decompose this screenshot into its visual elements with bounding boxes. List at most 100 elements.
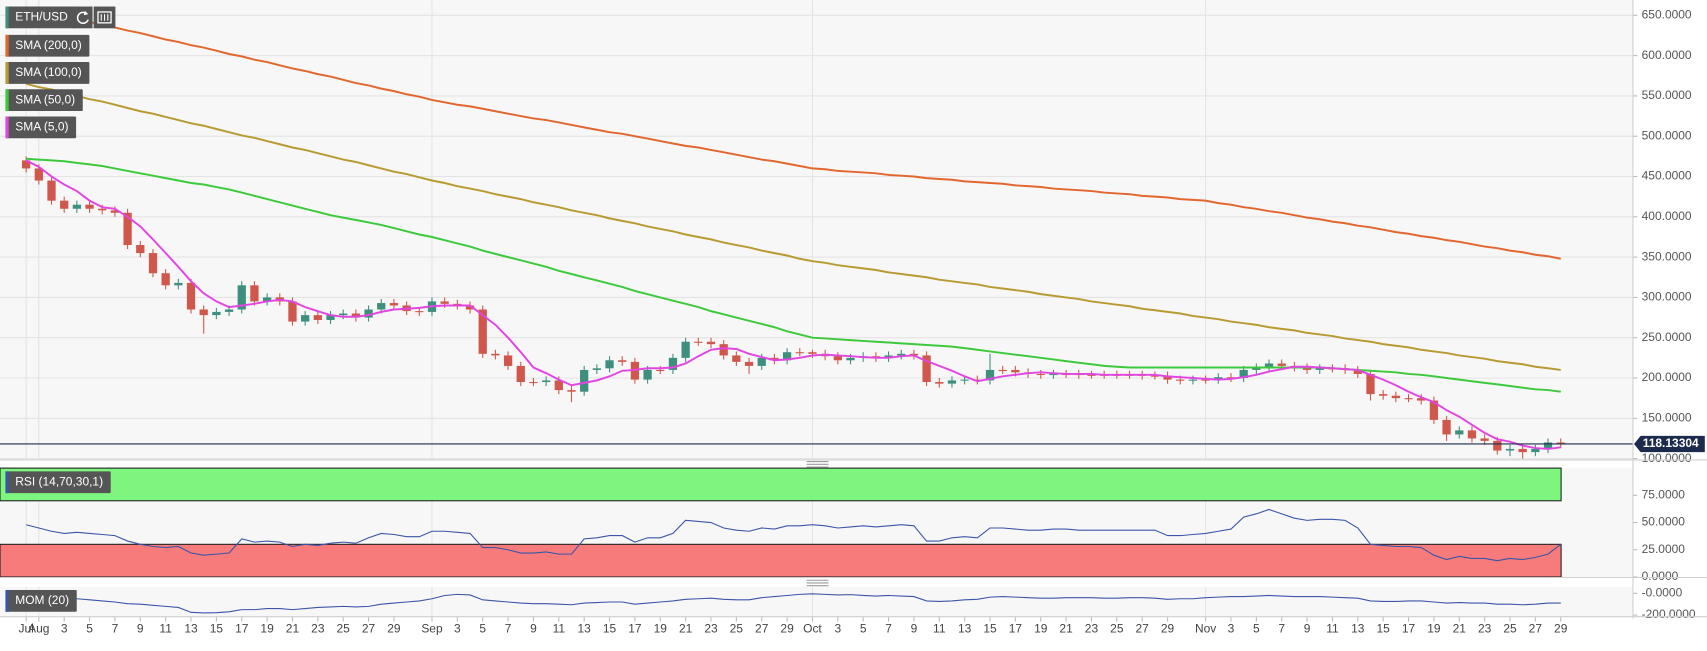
candle-body bbox=[1366, 373, 1375, 395]
panel-handle[interactable] bbox=[806, 461, 829, 468]
x-tick-label: Sep bbox=[421, 621, 443, 635]
candle-body bbox=[110, 210, 120, 213]
legend-swatch bbox=[5, 590, 9, 612]
x-tick-label: 23 bbox=[1478, 621, 1492, 635]
x-tick-label: 17 bbox=[1402, 621, 1416, 635]
candle-body bbox=[1201, 379, 1210, 381]
last-price-label: 118.13304 bbox=[1643, 436, 1699, 450]
candle-body bbox=[351, 313, 361, 318]
x-tick-label: 5 bbox=[860, 621, 867, 635]
candle-body bbox=[364, 309, 373, 318]
candle-body bbox=[478, 309, 487, 354]
y-tick-label: 75.0000 bbox=[1642, 487, 1686, 501]
x-tick-label: 5 bbox=[1253, 621, 1260, 635]
x-tick-label: 3 bbox=[834, 621, 841, 635]
candle-body bbox=[884, 355, 893, 358]
candle-body bbox=[1176, 379, 1185, 381]
legend-box bbox=[5, 34, 90, 57]
candle-body bbox=[935, 382, 944, 384]
x-tick-label: 7 bbox=[505, 621, 512, 635]
x-tick-label: 25 bbox=[730, 621, 744, 635]
x-tick-label: 29 bbox=[780, 621, 794, 635]
candle-body bbox=[326, 315, 335, 320]
y-tick-label: 550.0000 bbox=[1642, 88, 1692, 102]
candle-body bbox=[288, 301, 297, 322]
y-tick-label: 600.0000 bbox=[1642, 48, 1692, 62]
threshold-band bbox=[0, 467, 1562, 502]
x-tick-label: 13 bbox=[1351, 621, 1365, 635]
candle-body bbox=[1011, 369, 1020, 373]
legend-box bbox=[5, 116, 77, 139]
candle-body bbox=[22, 160, 31, 169]
x-tick-label: 27 bbox=[362, 621, 376, 635]
candle-body bbox=[1188, 379, 1198, 381]
x-tick-label: 25 bbox=[337, 621, 351, 635]
legend-swatch bbox=[5, 6, 9, 29]
x-tick-label: 11 bbox=[553, 621, 566, 635]
candle-body bbox=[1442, 419, 1451, 435]
x-tick-label: 5 bbox=[479, 621, 486, 635]
candle-body bbox=[1353, 369, 1362, 374]
candle-body bbox=[1467, 430, 1477, 439]
candle-body bbox=[897, 353, 906, 356]
candle-body bbox=[618, 360, 627, 362]
x-tick-label: 3 bbox=[61, 621, 68, 635]
candle-body bbox=[1214, 377, 1223, 380]
x-tick-label: 11 bbox=[159, 621, 172, 635]
candle-body bbox=[1556, 442, 1565, 444]
x-tick-label: 3 bbox=[454, 621, 461, 635]
candle-body bbox=[224, 309, 234, 312]
candle-body bbox=[1252, 367, 1261, 370]
x-tick-label: 19 bbox=[1034, 621, 1048, 635]
candle-body bbox=[123, 212, 132, 246]
x-tick-label: 29 bbox=[387, 621, 401, 635]
legend-item: SMA (200,0) bbox=[5, 34, 90, 57]
candle-body bbox=[1264, 363, 1274, 368]
candle-body bbox=[161, 273, 170, 286]
candle-body bbox=[580, 369, 589, 392]
settings-button[interactable] bbox=[93, 6, 116, 29]
candle-body bbox=[770, 357, 779, 361]
panel-handle[interactable] bbox=[806, 579, 829, 587]
refresh-button[interactable] bbox=[72, 6, 93, 29]
candle-body bbox=[1505, 448, 1515, 451]
candle-body bbox=[529, 382, 538, 384]
y-tick-label: 350.0000 bbox=[1642, 249, 1692, 263]
candle-body bbox=[301, 315, 310, 322]
legend-box bbox=[5, 6, 76, 29]
y-tick-label: 300.0000 bbox=[1642, 290, 1692, 304]
candle-body bbox=[1518, 448, 1527, 453]
candle-body bbox=[313, 315, 322, 320]
y-tick-label: 100.0000 bbox=[1642, 451, 1692, 465]
x-tick-label: 29 bbox=[1554, 621, 1568, 635]
x-tick-label: 11 bbox=[933, 621, 946, 635]
candle-body bbox=[465, 305, 475, 310]
candle-body bbox=[60, 200, 69, 209]
candle-body bbox=[782, 352, 792, 361]
candle-body bbox=[212, 311, 221, 316]
candle-body bbox=[34, 168, 43, 181]
y-tick-label: 50.0000 bbox=[1642, 515, 1686, 529]
y-tick-label: 0.0000 bbox=[1642, 569, 1679, 583]
candle-body bbox=[85, 204, 94, 209]
candle-body bbox=[1379, 394, 1388, 396]
candle-body bbox=[98, 208, 107, 211]
x-tick-label: 29 bbox=[1161, 621, 1175, 635]
legend-label: MOM (20) bbox=[15, 593, 69, 607]
y-tick-label: 650.0000 bbox=[1642, 7, 1692, 21]
candle-body bbox=[136, 245, 145, 254]
legend-swatch bbox=[5, 62, 9, 84]
legend-box bbox=[5, 62, 90, 84]
legend-label: RSI (14,70,30,1) bbox=[15, 474, 103, 488]
candle-body bbox=[833, 356, 842, 361]
legend-box bbox=[5, 89, 83, 112]
candle-body bbox=[744, 361, 754, 366]
legend-item: RSI (14,70,30,1) bbox=[5, 471, 111, 494]
indicator-line bbox=[26, 508, 1562, 562]
candle-body bbox=[148, 253, 158, 274]
candle-body bbox=[757, 357, 766, 366]
x-tick-label: 9 bbox=[911, 621, 918, 635]
legend-item: ETH/USD bbox=[5, 6, 76, 29]
legend-item: SMA (100,0) bbox=[5, 62, 90, 84]
candle-body bbox=[250, 285, 259, 302]
